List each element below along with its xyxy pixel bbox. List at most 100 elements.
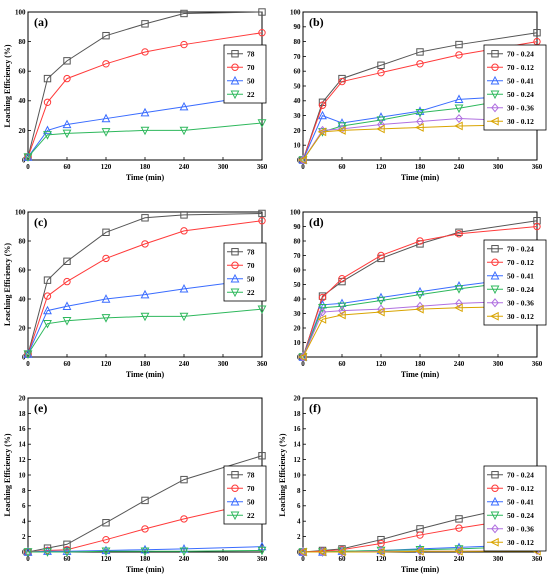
x-axis-label: Time (min) [126,173,165,182]
legend-swatch-marker [230,90,240,100]
legend-entry: 50 - 0.24 [507,90,534,99]
legend-box [483,44,547,131]
legend-entry: 50 [247,274,255,283]
y-axis-label: Leaching Efficiency (%) [278,433,287,516]
x-tick-label: 180 [415,163,426,171]
x-tick-label: 360 [532,163,543,171]
y-tick-label: 100 [15,8,26,16]
data-point [62,119,72,129]
legend-entry: 50 [247,76,255,85]
data-point [141,20,149,28]
series-line [27,94,263,158]
series-line [27,500,263,553]
panel-label: (e) [34,401,47,415]
data-point [415,546,424,556]
data-point [43,292,52,300]
data-point [140,547,150,557]
x-tick-label: 360 [257,360,268,368]
legend-swatch-marker [491,103,499,113]
data-point [63,277,71,286]
legend-entry: 50 - 0.41 [507,497,534,506]
x-tick-label: 240 [454,163,465,171]
series-line [27,278,263,355]
data-point [258,29,266,37]
data-point [415,108,425,118]
legend-swatch-marker [231,248,239,256]
legend-swatch-marker [490,90,500,100]
x-tick-label: 120 [101,163,112,171]
legend-swatch-marker [490,511,500,521]
legend-entry: 70 [247,63,255,72]
series-line [27,212,263,355]
data-point [23,548,33,557]
legend-swatch-marker [231,63,239,71]
series-line [302,515,538,553]
series-line [302,305,538,358]
data-point [101,547,111,557]
panel-b: 0 60 120 180 240 300 3600102030405060708090100… [290,8,547,182]
series-30-0.12 [298,546,541,557]
x-tick-label: 0 [26,163,30,171]
data-point [101,128,111,137]
data-point [415,123,424,132]
data-point [179,126,189,136]
data-point [415,290,425,300]
data-point [140,289,150,299]
legend-entry: 30 - 0.36 [507,524,534,533]
legend: 78 70 50 22 [223,242,267,302]
legend-swatch-marker [231,471,239,479]
legend-swatch-marker [230,511,240,521]
x-tick-label: 0 [26,360,30,368]
legend: 78 70 50 22 [223,44,267,104]
panel-label: (c) [34,215,47,229]
data-point [43,125,52,135]
data-point [376,547,385,557]
legend-entry: 70 - 0.12 [507,63,534,72]
legend-entry: 50 - 0.41 [507,271,534,280]
data-point [180,9,188,18]
data-point [62,548,72,557]
data-point [102,60,110,68]
data-point [337,125,346,135]
data-point [454,121,463,131]
y-tick-label: 90 [294,223,302,231]
x-tick-label: 300 [218,163,229,171]
series-line [303,550,537,553]
data-point [141,214,149,222]
data-point [43,98,52,106]
y-tick-label: 100 [15,208,26,216]
data-point [338,275,346,283]
data-point [62,129,72,139]
legend-entry: 30 - 0.36 [507,103,534,112]
y-tick-label: 60 [19,266,27,274]
y-tick-label: 80 [19,237,27,245]
series-70 [24,217,266,358]
data-point [318,101,327,109]
data-point [102,228,110,237]
legend-entry: 70 - 0.24 [507,49,534,58]
y-tick-label: 2 [22,533,26,541]
x-tick-label: 120 [376,360,387,368]
data-point [416,48,424,56]
series-line [302,123,538,161]
data-point [257,119,267,128]
y-tick-label: 80 [294,38,302,46]
data-point [377,546,385,556]
data-point [377,119,385,130]
series-line [302,299,538,358]
y-tick-label: 14 [294,441,302,449]
legend-swatch-marker [491,245,499,253]
legend-box [223,44,267,104]
legend-entry: 78 [247,470,255,479]
data-point [101,113,111,123]
data-point [317,314,327,324]
data-point [43,548,52,557]
y-tick-label: 80 [19,38,27,46]
x-tick-label: 120 [376,163,387,171]
data-point [376,116,386,125]
data-point [101,294,111,303]
data-point [455,40,463,49]
legend-swatch-marker [490,311,499,321]
